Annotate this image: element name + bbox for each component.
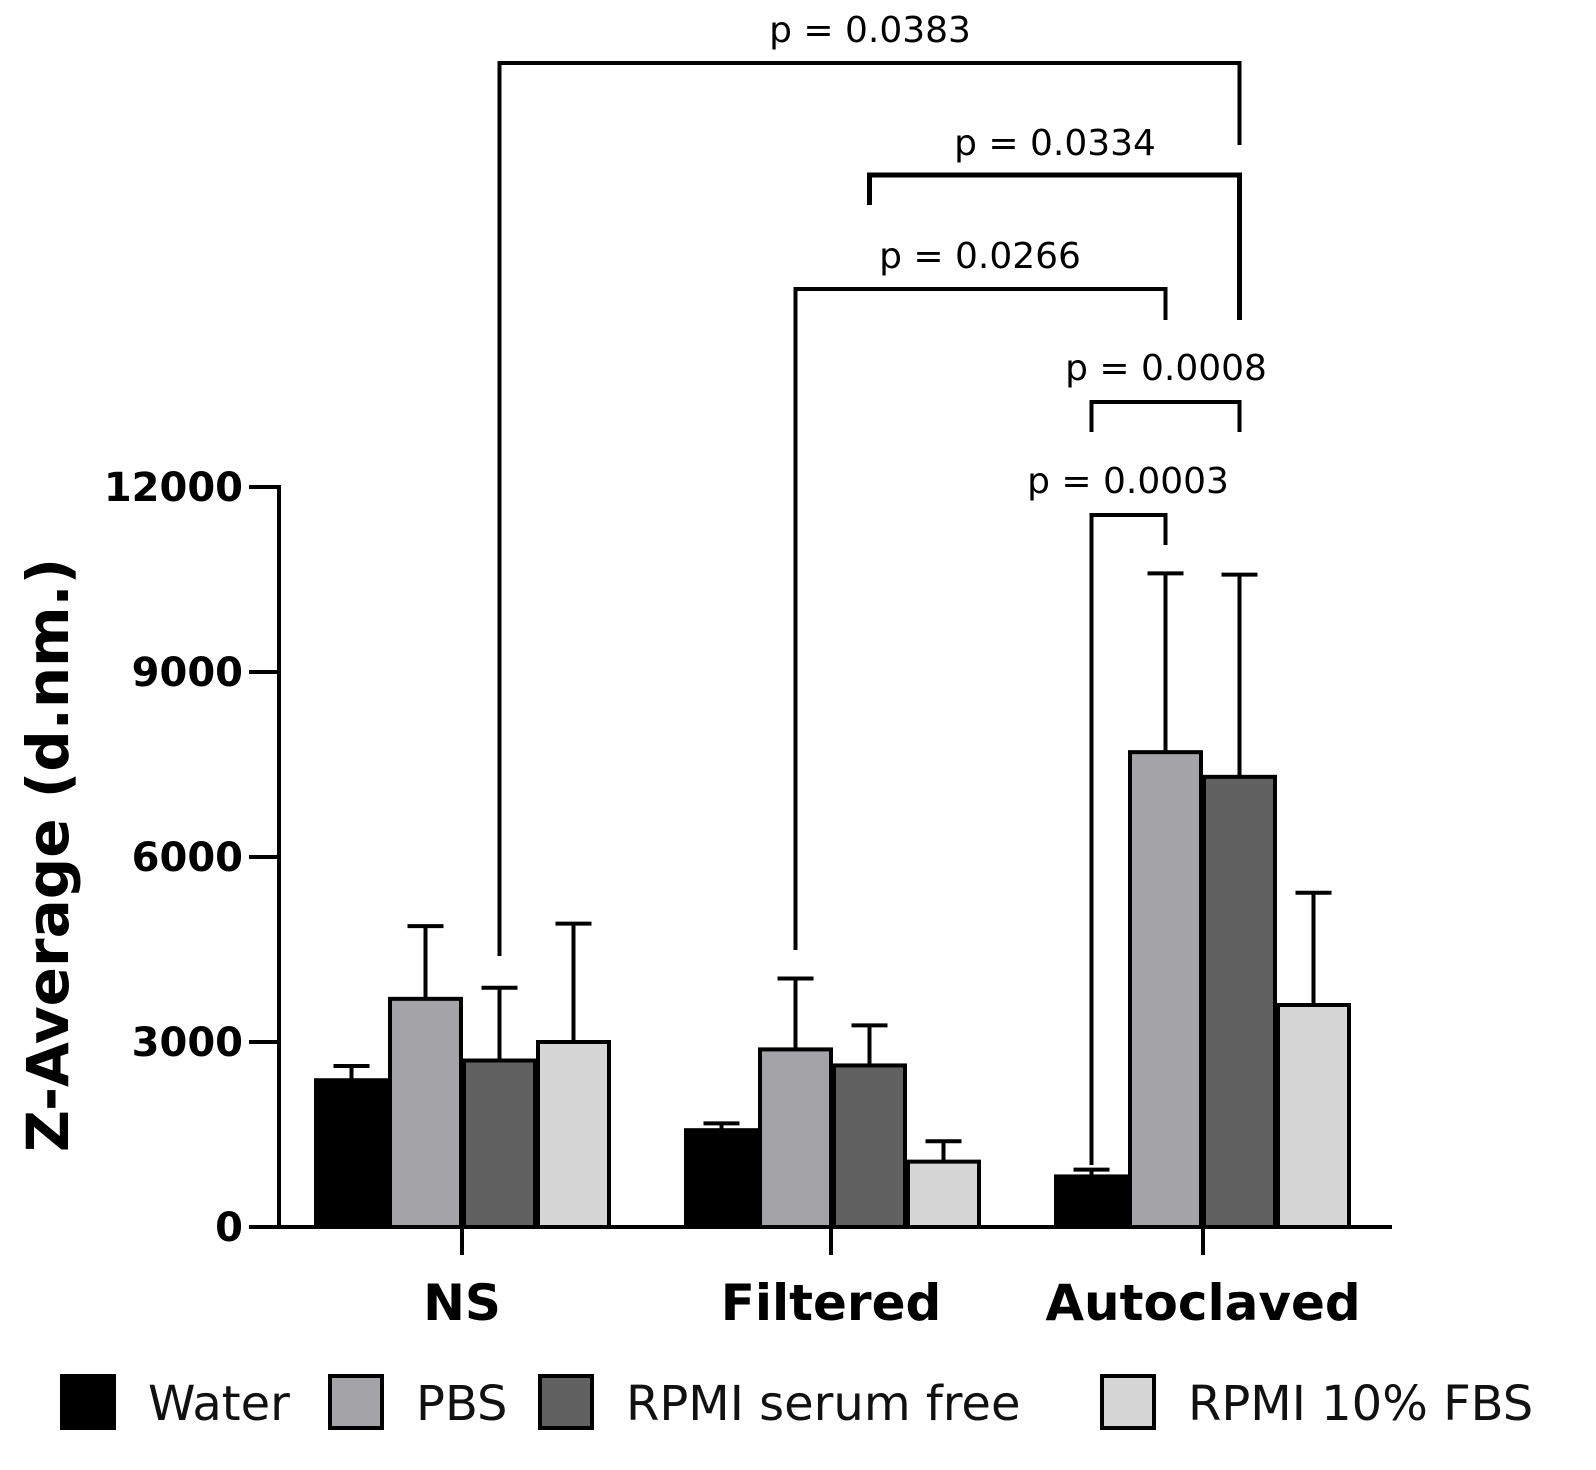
legend-label: RPMI serum free [626,1376,1020,1432]
bar [1054,1174,1129,1230]
p-value-label: p = 0.0334 [954,123,1156,164]
bar [536,1040,611,1229]
axes: 0 3000 6000 9000 12000 NS Filtered Autoclaved [104,465,1392,1332]
y-tick-label: 9000 [132,650,243,696]
p-value-label: p = 0.0003 [1027,461,1229,502]
significance-brackets: p = 0.0383 p = 0.0334 p = 0.0266 p = 0.0008… [497,10,1267,1165]
legend-swatch [538,1374,594,1430]
y-tick-label: 6000 [132,835,243,881]
error-bars [333,571,1332,1177]
category-label: NS [423,1274,501,1332]
bar [314,1078,389,1229]
category-label: Autoclaved [1045,1274,1360,1332]
significance-bracket [793,287,1168,950]
bars [314,750,1351,1230]
bar [832,1063,907,1230]
y-tick-label: 12000 [104,465,243,511]
bar [388,996,463,1229]
p-value-label: p = 0.0266 [879,236,1081,277]
bar [462,1058,537,1229]
significance-bracket [867,172,1242,320]
legend-label: PBS [416,1376,508,1432]
p-value-label: p = 0.0383 [769,10,971,51]
y-tick-label: 0 [215,1205,243,1251]
category-label: Filtered [721,1274,942,1332]
bar [1276,1003,1351,1229]
y-tick-label: 3000 [132,1020,243,1066]
legend: Water PBS RPMI serum free RPMI 10% FBS [60,1374,1533,1432]
bar [758,1047,833,1230]
bar [906,1159,981,1229]
bar [1202,774,1277,1229]
p-value-label: p = 0.0008 [1065,348,1267,389]
bar [1128,750,1203,1230]
significance-bracket [497,61,1242,956]
legend-swatch [1100,1374,1156,1430]
significance-bracket [1089,513,1168,1165]
legend-label: RPMI 10% FBS [1188,1376,1533,1432]
bar [684,1128,759,1230]
significance-bracket [1089,400,1242,432]
legend-swatch [60,1374,116,1430]
legend-swatch [328,1374,384,1430]
legend-label: Water [148,1376,290,1432]
y-axis-label: Z-Average (d.nm.) [14,558,82,1152]
